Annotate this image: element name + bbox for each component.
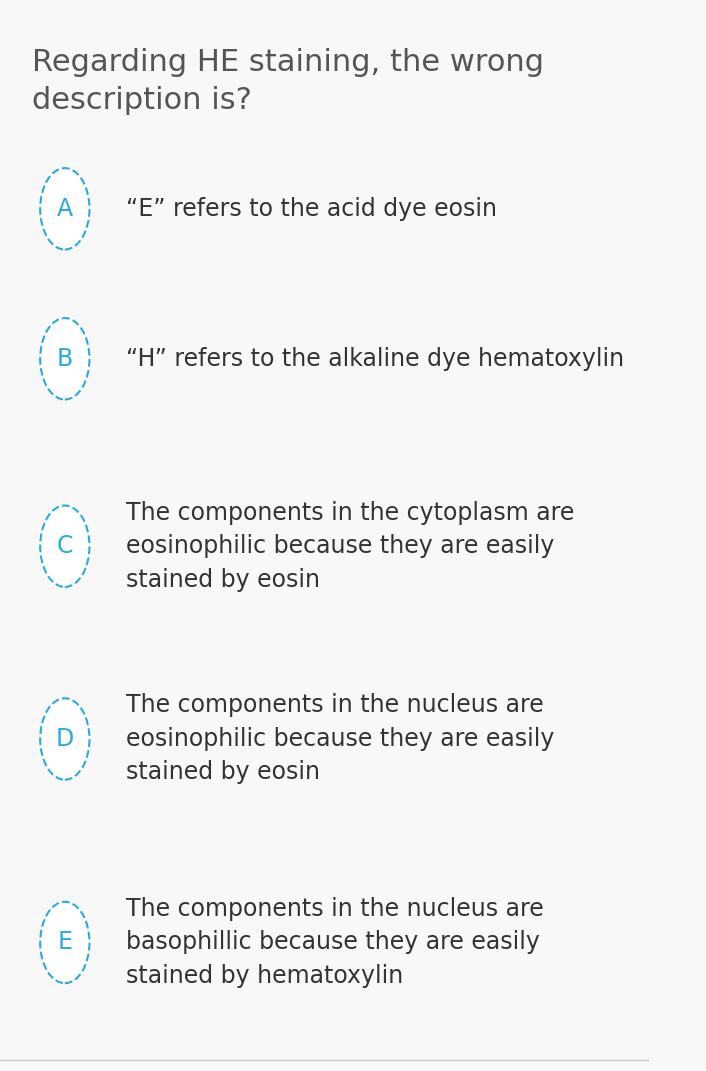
Text: The components in the cytoplasm are
eosinophilic because they are easily
stained: The components in the cytoplasm are eosi…: [126, 501, 575, 591]
Text: E: E: [57, 931, 72, 954]
Text: Regarding HE staining, the wrong
description is?: Regarding HE staining, the wrong descrip…: [32, 48, 544, 116]
Text: C: C: [56, 534, 73, 558]
Circle shape: [40, 902, 90, 983]
Circle shape: [40, 506, 90, 587]
Text: A: A: [56, 197, 73, 221]
Text: The components in the nucleus are
basophillic because they are easily
stained by: The components in the nucleus are basoph…: [126, 897, 544, 987]
Text: D: D: [56, 727, 74, 751]
Circle shape: [40, 318, 90, 399]
Text: “E” refers to the acid dye eosin: “E” refers to the acid dye eosin: [126, 197, 498, 221]
Circle shape: [40, 698, 90, 780]
Circle shape: [40, 168, 90, 250]
Text: B: B: [56, 347, 73, 371]
Text: The components in the nucleus are
eosinophilic because they are easily
stained b: The components in the nucleus are eosino…: [126, 694, 555, 784]
Text: “H” refers to the alkaline dye hematoxylin: “H” refers to the alkaline dye hematoxyl…: [126, 347, 625, 371]
